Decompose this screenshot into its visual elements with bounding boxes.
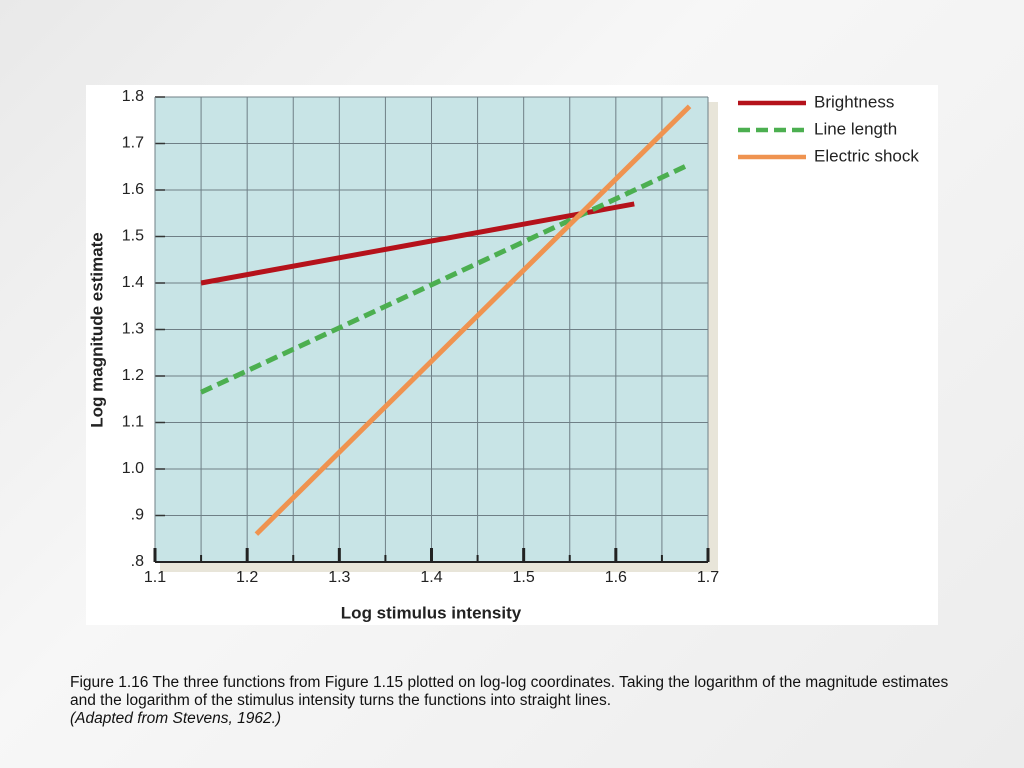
x-axis-label: Log stimulus intensity	[341, 603, 522, 622]
y-tick-label: .9	[131, 507, 144, 524]
series-line	[254, 104, 692, 536]
y-tick-label: 1.6	[122, 181, 144, 198]
y-axis-label: Log magnitude estimate	[87, 232, 106, 428]
y-tick-label: 1.8	[122, 88, 144, 105]
caption-text: Figure 1.16 The three functions from Fig…	[70, 674, 949, 709]
x-tick-label: 1.3	[328, 569, 350, 586]
x-tick-label: 1.6	[605, 569, 627, 586]
y-tick-label: 1.4	[122, 274, 144, 291]
x-tick-label: 1.1	[144, 569, 166, 586]
y-tick-label: .8	[131, 553, 144, 570]
y-tick-label: 1.7	[122, 135, 144, 152]
legend-label: Line length	[814, 119, 897, 138]
caption-source: (Adapted from Stevens, 1962.)	[70, 710, 282, 727]
x-tick-label: 1.7	[697, 569, 719, 586]
legend-label: Brightness	[814, 92, 894, 111]
y-tick-label: 1.5	[122, 228, 144, 245]
chart: Log stimulus intensity Log magnitude est…	[87, 88, 920, 623]
y-tick-label: 1.3	[122, 321, 144, 338]
caption: Figure 1.16 The three functions from Fig…	[70, 674, 970, 728]
x-tick-label: 1.2	[236, 569, 258, 586]
x-tick-label: 1.5	[513, 569, 535, 586]
y-tick-label: 1.0	[122, 460, 144, 477]
x-tick-label: 1.4	[420, 569, 442, 586]
y-tick-label: 1.1	[122, 414, 144, 431]
legend-label: Electric shock	[814, 146, 919, 165]
series-line	[200, 201, 635, 286]
y-tick-label: 1.2	[122, 367, 144, 384]
